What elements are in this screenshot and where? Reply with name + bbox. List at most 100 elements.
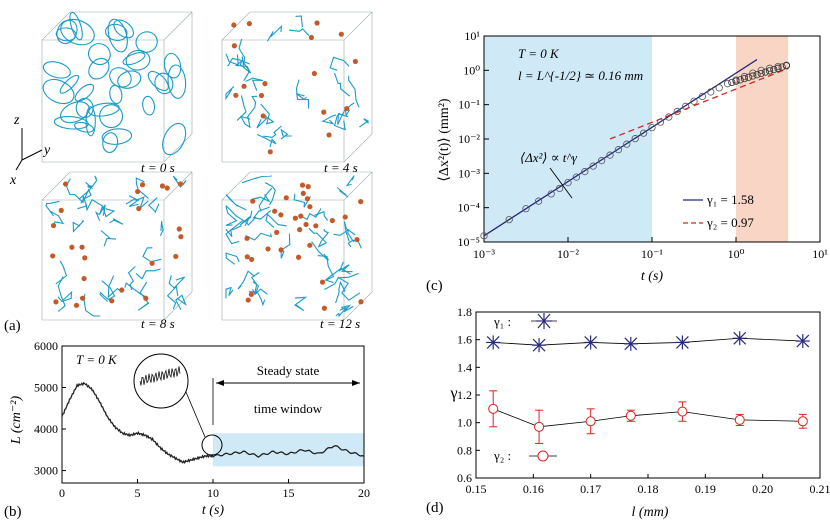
y-tick-label: 1.6 [457,333,472,347]
vortex-line [295,93,307,101]
reconnection-dot [79,244,85,250]
snapshot-box [41,11,193,163]
msd-point [614,146,623,154]
vortex-ring [75,97,94,119]
vortex-line [343,221,356,242]
msd-point-dense [728,78,736,87]
legend-g2-label: γ₂ = 0.97 [706,215,754,230]
vortex-line [337,109,349,125]
reconnection-dot [176,226,182,232]
msd-point [765,64,774,72]
vortex-line [333,228,355,243]
vortex-line [83,294,101,317]
panel-d-ylabel: γ [449,385,457,402]
vortex-ring [74,83,95,102]
msd-point-dense [782,62,791,70]
y-tick-label: 0.6 [457,471,472,485]
y-tick-label: 10¹ [464,29,480,43]
reconnection-dot [304,196,311,202]
vortex-ring [109,84,123,105]
axis-x-label: x [9,173,17,188]
zoom-target-circle [201,434,223,456]
y-tick-label: 1.8 [457,305,472,319]
vortex-line [175,294,187,311]
msd-point-dense [732,77,740,85]
vortex-line [317,255,335,281]
snapshot-time-3: t = 12 s [320,316,360,331]
x-tick-label: 5 [135,486,141,500]
msd-point-dense [749,72,757,80]
steady-window-region [213,433,364,467]
reconnection-dot [272,208,278,214]
gamma2-marker [734,414,745,425]
vortex-ring [162,122,187,156]
msd-point [606,151,614,159]
msd-point [707,88,715,96]
y-tick-label: 10⁻¹ [458,98,480,112]
g2-legend-marker [537,450,549,462]
vortex-line [135,268,161,280]
x-tick-label: 10⁻¹ [641,247,663,261]
vortex-ring [99,104,124,129]
gamma1-marker [732,331,747,346]
reconnection-dot [354,236,360,243]
vortex-ring [147,70,169,92]
vortex-ring [42,78,75,105]
vortex-line [347,239,362,249]
reconnection-dot [241,83,247,89]
vortex-line [125,199,140,208]
vortex-line [225,86,235,101]
x-tick-label: 15 [283,486,295,500]
gamma2-marker [797,416,808,427]
msd-point [597,157,606,165]
vortex-line [94,204,106,221]
vortex-line [107,275,123,299]
y-tick-label: 3000 [34,464,58,478]
vortex-line [225,252,240,265]
vortex-ring [167,64,187,99]
reconnection-dot [308,34,315,41]
reconnection-dot [73,302,80,308]
vortex-line [294,296,308,312]
msd-point [749,69,757,77]
msd-point-dense [753,71,761,79]
vortex-snapshot-0 [41,11,193,163]
vortex-line [348,75,360,108]
reconnection-dot [250,198,256,204]
reconnection-dot [358,199,364,205]
vortex-line [308,227,328,248]
vortex-line [128,195,149,210]
y-tick-label: 10⁻³ [458,166,480,180]
reconnection-dot [173,253,179,260]
reconnection-dot [344,105,350,112]
x-tick-label: 10¹ [812,247,828,261]
vortex-ring [87,43,111,66]
vortex-line [225,53,239,66]
panel-c-l-label: l = L^{-1/2} ≃ 0.16 mm [518,68,643,83]
x-tick-label: 0.16 [523,482,544,496]
reconnection-dot [244,235,250,241]
msd-point [656,118,665,126]
msd-point [564,179,572,187]
vortex-line [137,281,150,311]
msd-point [648,124,656,132]
reconnection-dot [244,254,250,260]
reconnection-dot [79,295,86,301]
vortex-line [333,72,351,97]
x-tick-label: 0.18 [638,482,659,496]
vortex-line [321,114,337,125]
zoom-inset-trace [139,366,181,386]
msd-point [681,102,690,110]
msd-point-dense [740,74,749,83]
y-tick-label: 0.8 [457,443,472,457]
reconnection-dot [69,244,75,250]
msd-point [547,190,555,198]
steady-label-2: time window [254,401,323,416]
snapshot-time-1: t = 4 s [324,160,358,175]
gamma2-marker [625,410,636,421]
gamma2-marker [534,421,545,432]
vortex-line [55,260,68,285]
msd-point [757,66,765,74]
vortex-snapshot-2 [41,171,193,321]
x-tick-label: 0.15 [466,482,487,496]
